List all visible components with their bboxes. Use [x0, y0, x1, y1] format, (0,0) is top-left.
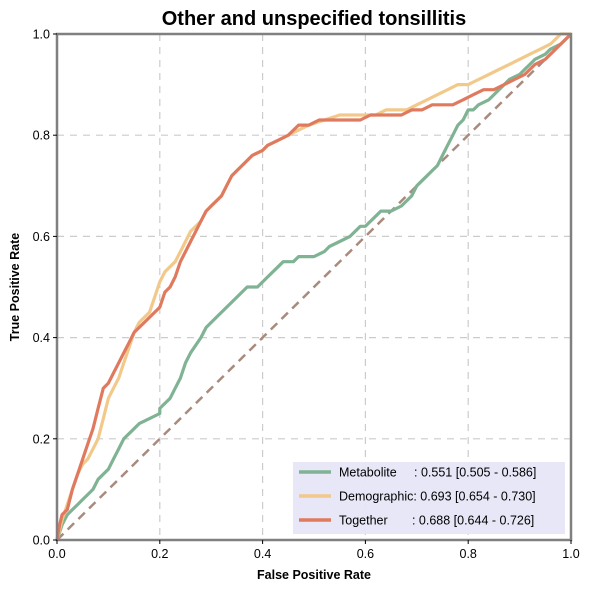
y-tick-label-4: 0.8: [33, 129, 50, 143]
y-tick-label-5: 1.0: [33, 28, 50, 42]
x-tick-label-2: 0.4: [254, 547, 271, 561]
x-tick-label-3: 0.6: [357, 547, 374, 561]
x-tick-label-0: 0.0: [48, 547, 65, 561]
legend-box: [293, 462, 565, 534]
chance-diagonal: [56, 33, 572, 541]
y-tick-label-1: 0.2: [33, 432, 50, 446]
x-tick-label-4: 0.8: [460, 547, 477, 561]
series-line-together: [55, 32, 573, 541]
series-line-metabolite: [55, 32, 573, 541]
axis-ticks: 0.0 0.2 0.4 0.6 0.8 1.0 0.0 0.2 0.4 0.6 0.8 1.0: [33, 28, 580, 562]
x-axis-label: False Positive Rate: [257, 568, 371, 582]
y-tick-label-3: 0.6: [33, 230, 50, 244]
plot-frame: [55, 32, 573, 542]
y-tick-label-2: 0.4: [33, 331, 50, 345]
y-tick-label-0: 0.0: [33, 534, 50, 548]
y-axis-label: True Positive Rate: [8, 233, 22, 341]
legend-label-demographic: Demographic: 0.693 [0.654 - 0.730]: [339, 490, 536, 504]
x-tick-label-5: 1.0: [562, 547, 579, 561]
legend-label-metabolite: Metabolite : 0.551 [0.505 - 0.586]: [339, 466, 536, 480]
legend: Metabolite : 0.551 [0.505 - 0.586] Demogr…: [293, 462, 565, 534]
roc-curves: [55, 32, 573, 541]
legend-label-together: Together : 0.688 [0.644 - 0.726]: [339, 514, 534, 528]
chart-title: Other and unspecified tonsillitis: [162, 8, 466, 30]
x-tick-label-1: 0.2: [151, 547, 168, 561]
